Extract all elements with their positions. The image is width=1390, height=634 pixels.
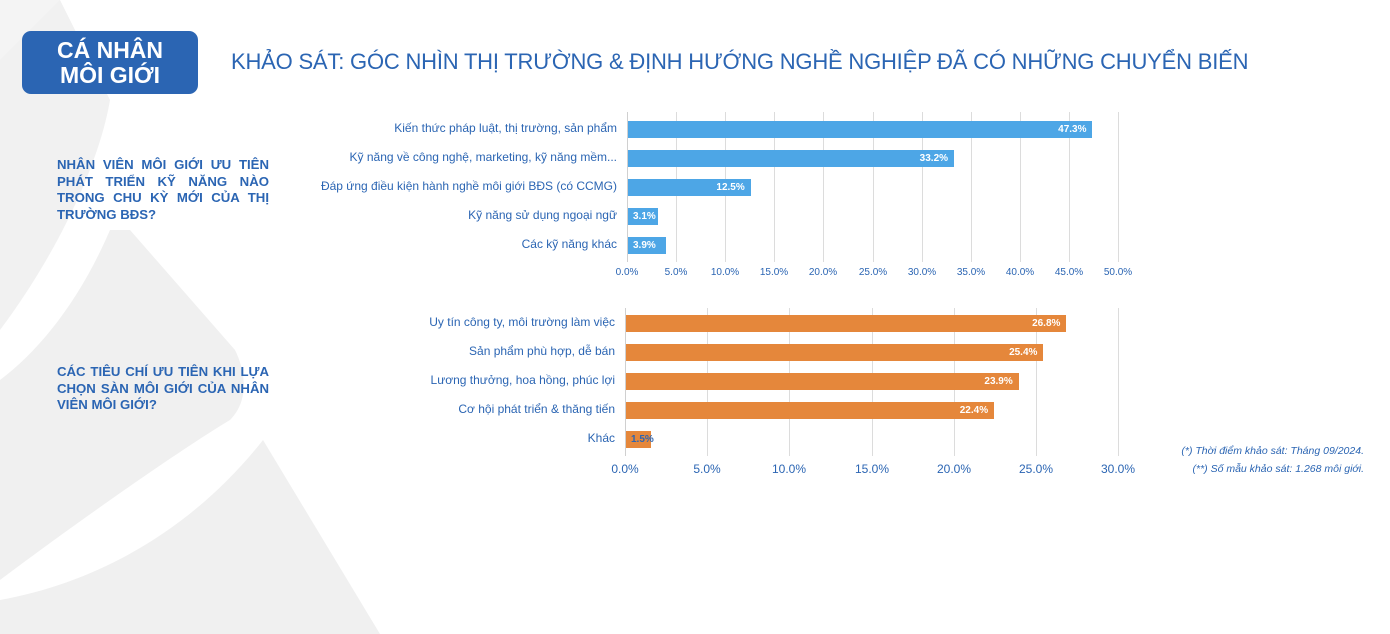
x-axis-tick: 0.0%	[611, 462, 639, 476]
bar-value-label: 26.8%	[1032, 318, 1061, 329]
x-axis-tick: 15.0%	[759, 267, 789, 278]
gridline	[627, 112, 628, 262]
gridline	[823, 112, 824, 262]
question-skills: NHÂN VIÊN MÔI GIỚI ƯU TIÊN PHÁT TRIỂN KỸ…	[57, 157, 269, 222]
data-bar	[628, 121, 1093, 138]
section-badge: CÁ NHÂN MÔI GIỚI	[22, 31, 198, 94]
category-label: Lương thưởng, hoa hồng, phúc lợi	[430, 373, 615, 387]
x-axis-tick: 15.0%	[854, 462, 890, 476]
x-axis-tick: 50.0%	[1103, 267, 1133, 278]
data-bar	[628, 208, 659, 225]
footnote-sample-size: (**) Số mẫu khảo sát: 1.268 môi giới.	[1192, 463, 1364, 475]
page-title: KHẢO SÁT: GÓC NHÌN THỊ TRƯỜNG & ĐỊNH HƯỚ…	[231, 49, 1249, 74]
x-axis-tick: 0.0%	[615, 267, 639, 278]
gridline	[1118, 112, 1119, 262]
data-bar	[626, 373, 1019, 390]
category-label: Các kỹ năng khác	[521, 237, 617, 251]
bar-value-label: 25.4%	[1009, 347, 1038, 358]
question-criteria: CÁC TIÊU CHÍ ƯU TIÊN KHI LỰA CHỌN SÀN MÔ…	[57, 364, 269, 412]
x-axis-tick: 30.0%	[907, 267, 937, 278]
x-axis-tick: 35.0%	[956, 267, 986, 278]
category-label: Sản phẩm phù hợp, dễ bán	[469, 344, 615, 358]
x-axis-tick: 30.0%	[1100, 462, 1136, 476]
gridline	[774, 112, 775, 262]
category-label: Kỹ năng về công nghệ, marketing, kỹ năng…	[349, 150, 617, 164]
gridline	[1118, 308, 1119, 456]
data-bar	[626, 344, 1044, 361]
data-bar	[628, 150, 955, 167]
x-axis-tick: 25.0%	[858, 267, 888, 278]
data-bar	[628, 179, 751, 196]
category-label: Kỹ năng sử dụng ngoại ngữ	[468, 208, 617, 222]
bar-value-label: 22.4%	[959, 405, 989, 416]
x-axis-tick: 5.0%	[693, 462, 721, 476]
x-axis-tick: 10.0%	[771, 462, 807, 476]
bar-value-label: 3.1%	[633, 211, 656, 222]
gridline	[625, 308, 626, 456]
gridline	[873, 112, 874, 262]
gridline	[1020, 112, 1021, 262]
category-label: Khác	[587, 431, 615, 445]
x-axis-tick: 45.0%	[1054, 267, 1084, 278]
x-axis-tick: 25.0%	[1018, 462, 1054, 476]
gridline	[922, 112, 923, 262]
badge-line-1: CÁ NHÂN	[56, 36, 164, 63]
footnote-survey-date: (*) Thời điểm khảo sát: Tháng 09/2024.	[1181, 445, 1364, 457]
data-bar	[626, 315, 1067, 332]
bar-value-label: 1.5%	[631, 434, 654, 445]
x-axis-tick: 5.0%	[664, 267, 688, 278]
bar-value-label: 23.9%	[984, 376, 1013, 387]
category-label: Cơ hội phát triển & thăng tiến	[458, 402, 615, 416]
category-label: Uy tín công ty, môi trường làm việc	[429, 315, 615, 329]
gridline	[1069, 112, 1070, 262]
data-bar	[628, 237, 667, 254]
gridline	[1036, 308, 1037, 456]
data-bar	[626, 402, 995, 419]
data-bar	[626, 431, 651, 448]
x-axis-tick: 20.0%	[936, 462, 972, 476]
category-label: Kiến thức pháp luật, thị trường, sản phẩ…	[394, 121, 617, 135]
gridline	[971, 112, 972, 262]
badge-line-2: MÔI GIỚI	[59, 61, 161, 88]
x-axis-tick: 20.0%	[808, 267, 838, 278]
bar-value-label: 3.9%	[633, 240, 656, 251]
x-axis-tick: 40.0%	[1005, 267, 1035, 278]
bar-value-label: 12.5%	[716, 182, 745, 193]
category-label: Đáp ứng điều kiện hành nghề môi giới BĐS…	[320, 179, 617, 193]
bar-value-label: 33.2%	[919, 153, 949, 164]
x-axis-tick: 10.0%	[710, 267, 740, 278]
bar-value-label: 47.3%	[1058, 124, 1087, 135]
